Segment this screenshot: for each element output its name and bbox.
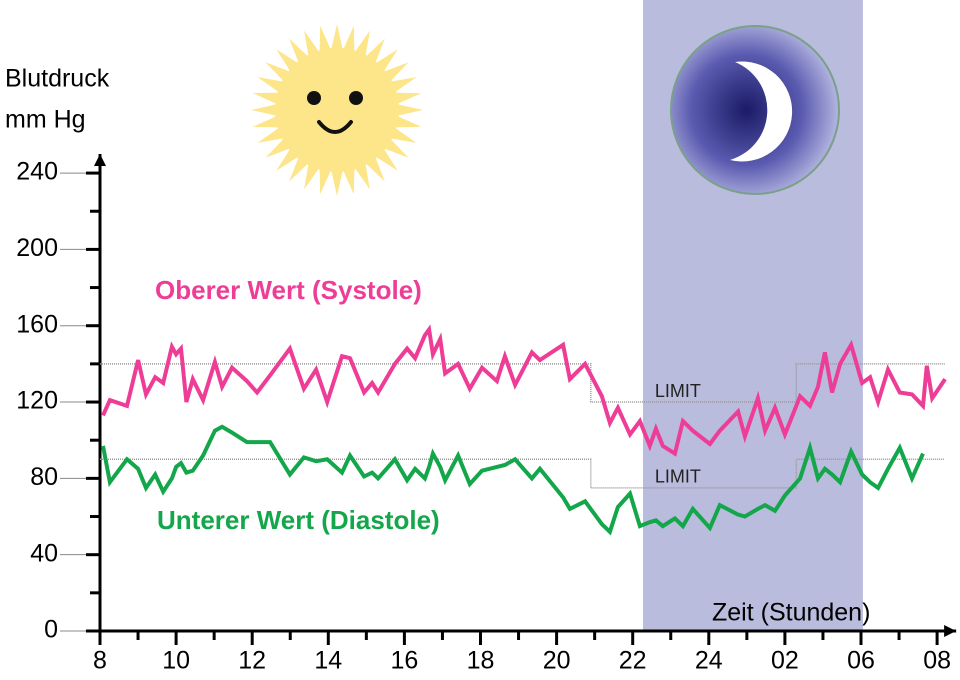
y-axis-arrow xyxy=(94,154,106,166)
sun-eye xyxy=(349,91,363,105)
y-label: mm Hg xyxy=(5,106,86,134)
x-tick-label: 08 xyxy=(923,647,951,675)
moon-crescent xyxy=(730,61,793,162)
x-tick-label: 22 xyxy=(619,647,647,675)
x-tick-label: 16 xyxy=(390,647,418,675)
y-label: Blutdruck xyxy=(5,65,110,93)
sun-disc xyxy=(275,48,399,172)
sun-icon xyxy=(251,24,423,196)
limit-label: LIMIT xyxy=(655,467,701,487)
x-tick-label: 8 xyxy=(93,647,107,675)
y-tick-label: 40 xyxy=(30,539,58,567)
y-tick-label: 80 xyxy=(30,463,58,491)
series-label: Unterer Wert (Diastole) xyxy=(157,505,440,535)
x-axis-arrow xyxy=(944,625,957,637)
x-tick-label: 18 xyxy=(467,647,495,675)
y-tick-label: 160 xyxy=(16,310,58,338)
x-tick-label: 02 xyxy=(771,647,799,675)
limit-line xyxy=(100,458,945,489)
x-tick-label: 10 xyxy=(162,647,190,675)
x-tick-label: 14 xyxy=(314,647,342,675)
y-tick-label: 240 xyxy=(16,158,58,186)
x-label: Zeit (Stunden) xyxy=(712,599,870,627)
limit-label: LIMIT xyxy=(655,381,701,401)
series-line xyxy=(101,324,947,457)
series-label: Oberer Wert (Systole) xyxy=(155,275,422,305)
x-tick-label: 24 xyxy=(695,647,723,675)
x-tick-label: 06 xyxy=(847,647,875,675)
sun-smile xyxy=(317,120,353,134)
series-line xyxy=(101,424,925,536)
y-tick-label: 200 xyxy=(16,234,58,262)
y-tick-label: 0 xyxy=(44,616,58,644)
moon-icon xyxy=(670,25,840,195)
y-tick-label: 120 xyxy=(16,387,58,415)
moon-disc xyxy=(670,25,840,195)
x-tick-label: 20 xyxy=(543,647,571,675)
x-tick-label: 12 xyxy=(238,647,266,675)
sun-eye xyxy=(307,91,321,105)
